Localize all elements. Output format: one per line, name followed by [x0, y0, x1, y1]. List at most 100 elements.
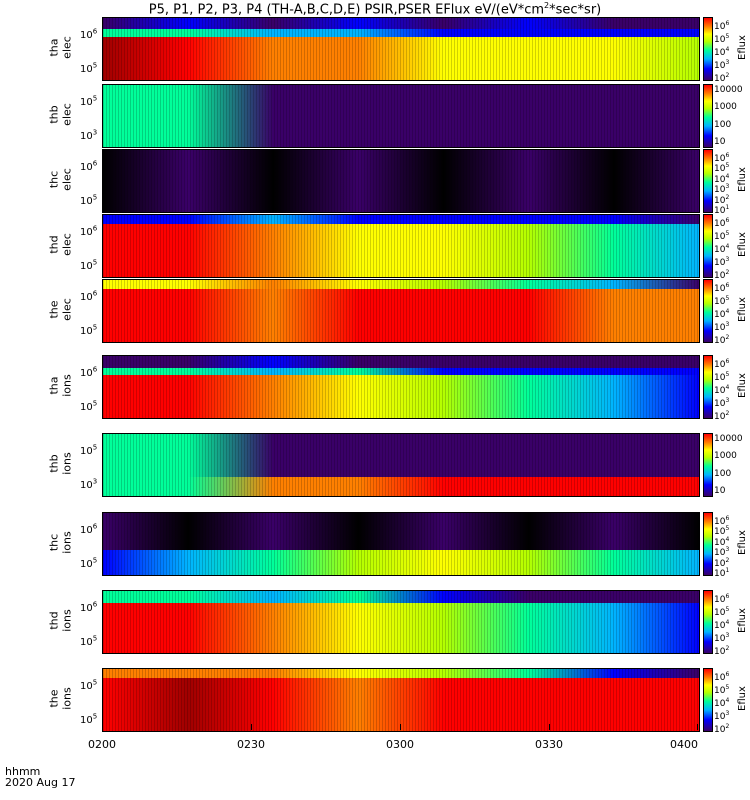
colorbar-tick-label: 102	[714, 410, 730, 422]
band-texture	[103, 29, 699, 37]
colorbar-tick-label: 1000	[714, 451, 737, 462]
colorbar-tick-label: 103	[714, 59, 730, 71]
colorbar	[703, 433, 713, 497]
y-tick-label: 105	[80, 62, 98, 76]
colorbar	[703, 17, 713, 81]
heatmap-panel-thb-elec	[102, 84, 700, 148]
colorbar	[703, 355, 713, 419]
panel-ylabel-probe: thc	[47, 170, 61, 189]
panel-ylabel-species: elec	[60, 36, 74, 59]
colorbar-tick-label: 10000	[714, 85, 743, 95]
colorbar-tick-label: 105	[714, 525, 730, 538]
heatmap-band	[103, 356, 699, 369]
colorbar-tick-label: 104	[714, 172, 730, 185]
colorbar-tick-label: 1000	[714, 102, 737, 113]
panel-ylabel-species: elec	[60, 103, 74, 126]
panel-ylabel-probe: thb	[47, 454, 61, 473]
y-tick-label: 105	[80, 713, 98, 727]
band-texture	[103, 477, 699, 496]
panel-ylabel-species: ions	[60, 531, 74, 554]
panel-ylabel-probe: tha	[47, 38, 61, 57]
x-tick-mark-0300	[400, 724, 401, 730]
y-tick-label: 106	[80, 225, 98, 239]
panel-ylabel-species: ions	[60, 687, 74, 710]
colorbar-tick-label: 105	[714, 33, 730, 45]
panel-ylabel-species: elec	[60, 298, 74, 321]
band-texture	[103, 356, 699, 369]
x-axis-date-label: 2020 Aug 17	[5, 776, 76, 789]
heatmap-panel-thc-elec	[102, 149, 700, 213]
heatmap-band	[103, 280, 699, 290]
x-tick-0200: 0200	[88, 738, 116, 751]
colorbar-label: Eflux	[736, 608, 748, 633]
heatmap-band	[103, 18, 699, 30]
colorbar-label: Eflux	[736, 232, 748, 257]
colorbar-tick-label: 106	[714, 593, 730, 605]
y-tick-label: 106	[80, 601, 98, 615]
y-tick-label: 106	[80, 523, 98, 537]
band-texture	[103, 36, 699, 80]
colorbar	[703, 214, 713, 278]
colorbar-tick-label: 103	[714, 256, 730, 268]
heatmap-band	[103, 85, 699, 147]
heatmap-band	[103, 434, 699, 478]
colorbar-tick-label: 104	[714, 308, 730, 320]
colorbar-tick-label: 10	[714, 137, 726, 147]
colorbar-tick-label: 105	[714, 162, 730, 175]
chart-title: P5, P1, P2, P3, P4 (TH-A,B,C,D,E) PSIR,P…	[148, 1, 602, 18]
colorbar-tick-label: 104	[714, 384, 730, 396]
band-texture	[103, 215, 699, 225]
x-tick-mark-0400	[697, 724, 698, 730]
band-texture	[103, 669, 699, 679]
colorbar-tick-label: 106	[714, 217, 730, 229]
panel-ylabel-species: ions	[60, 374, 74, 397]
heatmap-band	[103, 513, 699, 551]
colorbar-tick-label: 103	[714, 397, 730, 409]
y-tick-label: 103	[80, 478, 98, 492]
colorbar-tick-label: 100	[714, 119, 732, 130]
colorbar-tick-label: 104	[714, 697, 730, 709]
heatmap-band	[103, 678, 699, 731]
x-tick-0400: 0400	[670, 738, 698, 751]
colorbar	[703, 279, 713, 343]
x-tick-0230: 0230	[237, 738, 265, 751]
band-texture	[103, 85, 699, 147]
x-tick-mark-0200	[102, 724, 103, 730]
panel-ylabel-species: ions	[60, 452, 74, 475]
heatmap-band	[103, 550, 699, 575]
colorbar	[703, 149, 713, 213]
panel-ylabel-species: elec	[60, 168, 74, 191]
colorbar	[703, 668, 713, 732]
heatmap-band	[103, 368, 699, 375]
colorbar-tick-label: 104	[714, 243, 730, 255]
colorbar-label: Eflux	[736, 35, 748, 60]
colorbar-tick-label: 106	[714, 358, 730, 370]
colorbar-tick-label: 105	[714, 230, 730, 242]
y-tick-label: 105	[80, 194, 98, 208]
colorbar-label: Eflux	[736, 530, 748, 555]
colorbar-tick-label: 106	[714, 20, 730, 32]
colorbar	[703, 512, 713, 576]
heatmap-band	[103, 374, 699, 418]
panel-ylabel-probe: thd	[47, 235, 61, 254]
y-tick-label: 106	[80, 366, 98, 380]
panel-ylabel-species: ions	[60, 609, 74, 632]
colorbar-tick-label: 102	[714, 723, 730, 735]
band-texture	[103, 368, 699, 375]
heatmap-band	[103, 591, 699, 604]
panel-ylabel-probe: the	[47, 300, 61, 319]
band-texture	[103, 374, 699, 418]
band-texture	[103, 603, 699, 653]
heatmap-panel-the-elec	[102, 279, 700, 343]
y-tick-label: 106	[80, 290, 98, 304]
colorbar-label: Eflux	[736, 373, 748, 398]
colorbar-tick-label: 101	[714, 567, 730, 579]
band-texture	[103, 591, 699, 604]
heatmap-band	[103, 224, 699, 277]
heatmap-band	[103, 289, 699, 342]
colorbar-tick-label: 10	[714, 486, 726, 496]
colorbar-tick-label: 104	[714, 535, 730, 548]
y-tick-label: 105	[80, 679, 98, 693]
colorbar-tick-label: 102	[714, 334, 730, 346]
colorbar-label: Eflux	[736, 297, 748, 322]
